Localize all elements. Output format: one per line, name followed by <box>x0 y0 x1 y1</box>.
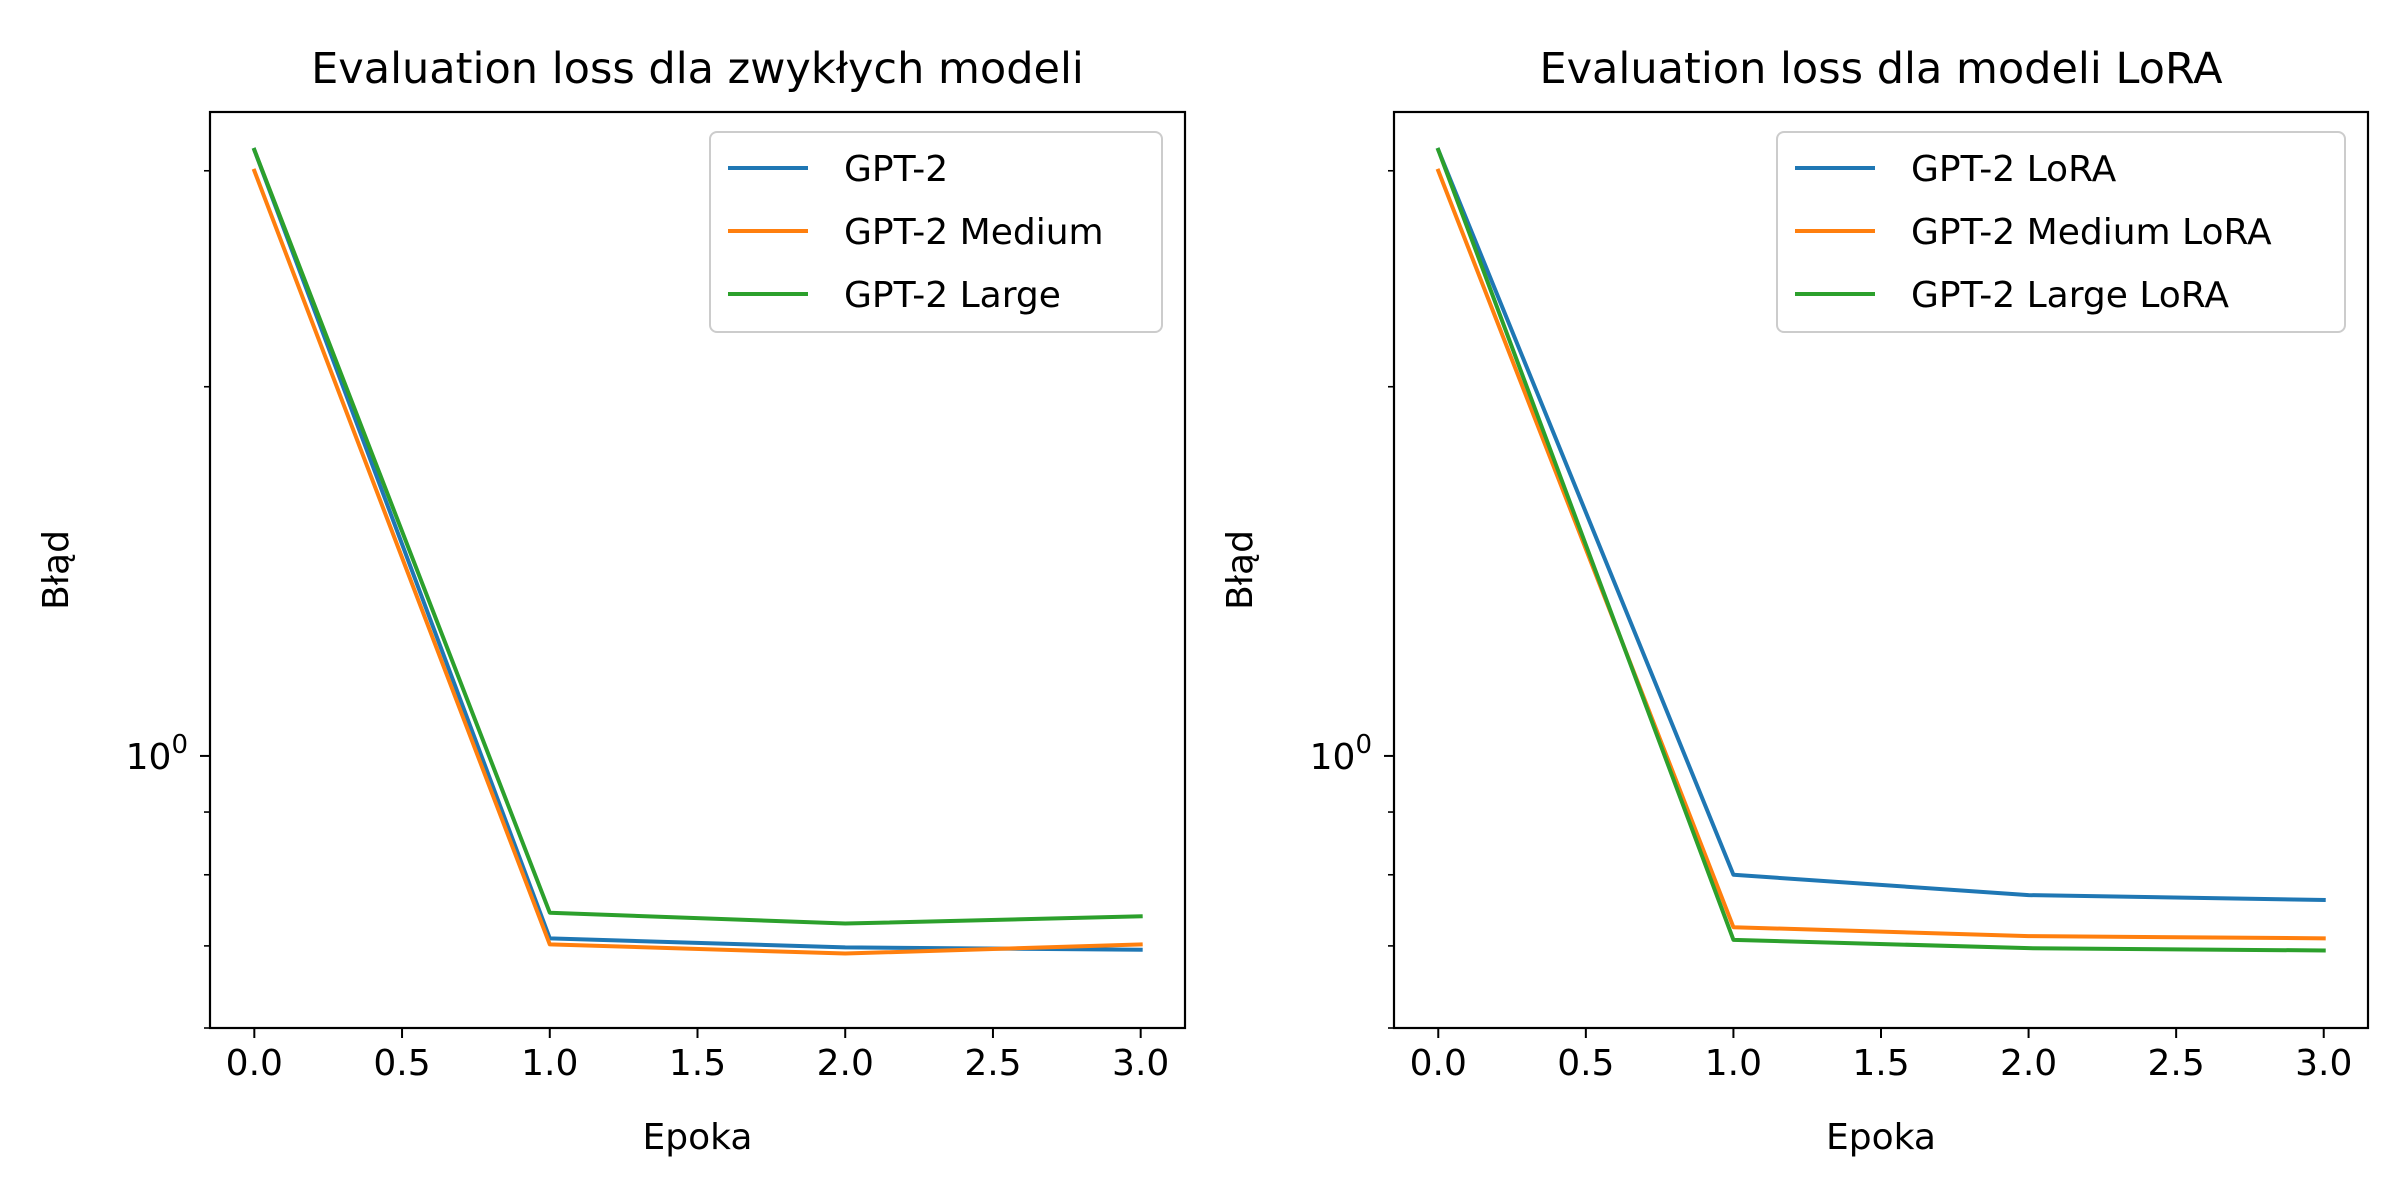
legend-label-gpt-2-large-lora: GPT-2 Large LoRA <box>1911 275 2229 316</box>
x-tick-label: 0.5 <box>373 1043 430 1084</box>
chart-title: Evaluation loss dla zwykłych modeli <box>311 44 1084 94</box>
x-tick-label: 3.0 <box>1112 1043 1169 1084</box>
legend-box <box>1776 131 2346 333</box>
y-axis-label: Błąd <box>36 530 77 610</box>
legend-box <box>709 131 1163 333</box>
x-tick-label: 2.5 <box>2148 1043 2205 1084</box>
legend-label-gpt-2-medium: GPT-2 Medium <box>844 212 1104 253</box>
x-tick-label: 1.0 <box>1705 1043 1762 1084</box>
x-tick-label: 2.0 <box>817 1043 874 1084</box>
x-tick-label: 0.0 <box>226 1043 283 1084</box>
legend: GPT-2 LoRA GPT-2 Medium LoRA GPT-2 Large L… <box>1776 131 2346 333</box>
x-tick-label: 2.5 <box>964 1043 1021 1084</box>
legend-label-gpt-2-medium-lora: GPT-2 Medium LoRA <box>1911 212 2272 253</box>
x-tick-label: 0.5 <box>1557 1043 1614 1084</box>
x-tick-label: 1.5 <box>669 1043 726 1084</box>
legend-label-gpt-2-lora: GPT-2 LoRA <box>1911 149 2117 190</box>
x-axis-label: Epoka <box>643 1117 753 1158</box>
legend-label-gpt-2: GPT-2 <box>844 149 948 190</box>
x-tick-label: 2.0 <box>2000 1043 2057 1084</box>
x-tick-label: 3.0 <box>2295 1043 2352 1084</box>
chart-title: Evaluation loss dla modeli LoRA <box>1539 44 2223 94</box>
x-tick-label: 0.0 <box>1410 1043 1467 1084</box>
series-line-gpt-2-large-lora <box>1435 147 2326 953</box>
y-axis-label: Błąd <box>1220 530 1261 610</box>
series-line-gpt-2-medium <box>251 168 1143 956</box>
series-line-gpt-2-lora <box>1435 147 2326 903</box>
x-tick-label: 1.0 <box>521 1043 578 1084</box>
series-line-gpt-2-large <box>251 147 1143 926</box>
legend: GPT-2 GPT-2 Medium GPT-2 Large <box>709 131 1163 333</box>
x-axis-label: Epoka <box>1826 1117 1936 1158</box>
x-tick-label: 1.5 <box>1852 1043 1909 1084</box>
legend-label-gpt-2-large: GPT-2 Large <box>844 275 1061 316</box>
